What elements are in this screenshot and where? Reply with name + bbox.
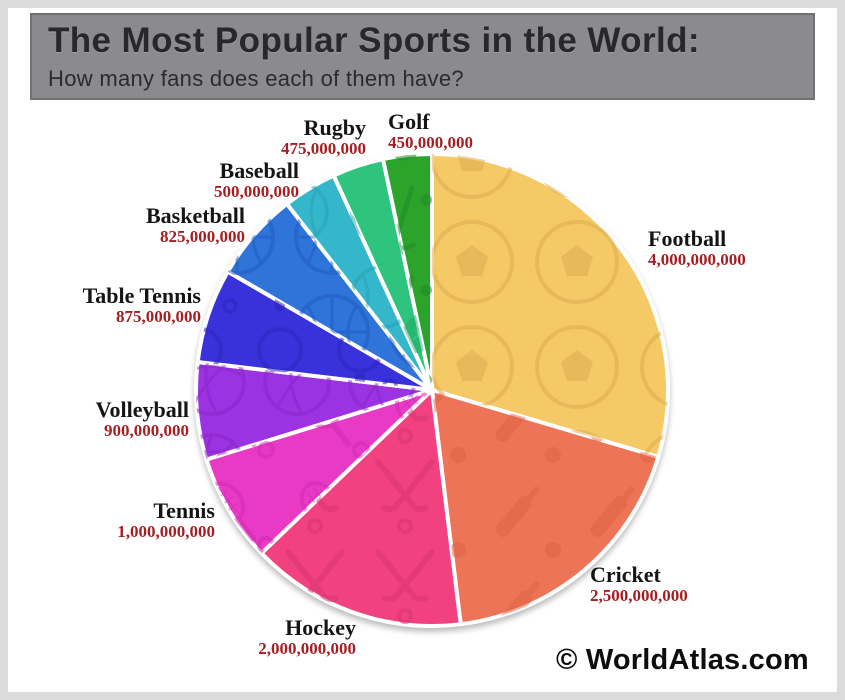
slice-value-basketball: 825,000,000 <box>160 227 245 247</box>
header-banner: The Most Popular Sports in the World: Ho… <box>30 13 815 100</box>
slice-value-tennis: 1,000,000,000 <box>117 522 215 542</box>
table-tennis-paddle-icon <box>197 271 432 390</box>
slice-name-rugby: Rugby <box>303 115 366 140</box>
soccer-ball-icon <box>432 154 668 457</box>
slice-label-hockey: Hockey 2,000,000,000 <box>258 615 356 659</box>
slice-label-volleyball: Volleyball 900,000,000 <box>95 397 189 441</box>
watermark: © WorldAtlas.com <box>556 644 809 676</box>
slice-value-rugby: 475,000,000 <box>281 139 366 159</box>
slice-name-golf: Golf <box>388 109 430 134</box>
tennis-racket-icon <box>206 390 432 554</box>
slice-name-cricket: Cricket <box>590 562 661 587</box>
slice-label-basketball: Basketball 825,000,000 <box>145 203 245 247</box>
slice-label-golf: Golf 450,000,000 <box>388 109 473 153</box>
slice-name-football: Football <box>648 226 727 251</box>
golf-club-icon <box>383 153 432 390</box>
slice-label-table-tennis: Table Tennis 875,000,000 <box>82 283 201 327</box>
volleyball-icon <box>196 362 432 460</box>
slice-label-football: Football 4,000,000,000 <box>648 226 746 270</box>
slice-value-baseball: 500,000,000 <box>214 182 299 202</box>
basketball-icon <box>227 203 432 390</box>
slice-value-volleyball: 900,000,000 <box>104 421 189 441</box>
slice-value-cricket: 2,500,000,000 <box>590 586 688 606</box>
slice-value-football: 4,000,000,000 <box>648 250 746 270</box>
slice-name-basketball: Basketball <box>145 203 245 228</box>
slice-label-rugby: Rugby 475,000,000 <box>281 115 366 159</box>
baseball-icon <box>286 175 432 390</box>
slice-name-hockey: Hockey <box>285 615 356 640</box>
rugby-ball-icon <box>333 159 432 390</box>
slice-name-volleyball: Volleyball <box>95 397 189 422</box>
slice-label-cricket: Cricket 2,500,000,000 <box>590 562 688 606</box>
cricket-bat-icon <box>432 390 659 625</box>
slice-name-table-tennis: Table Tennis <box>82 283 201 308</box>
slice-label-tennis: Tennis 1,000,000,000 <box>117 498 215 542</box>
infographic-title: The Most Popular Sports in the World: <box>48 21 700 60</box>
slice-label-baseball: Baseball 500,000,000 <box>214 158 299 202</box>
slice-value-table-tennis: 875,000,000 <box>116 307 201 327</box>
slice-value-golf: 450,000,000 <box>388 133 473 153</box>
slice-value-hockey: 2,000,000,000 <box>258 639 356 659</box>
slice-name-tennis: Tennis <box>153 498 215 523</box>
infographic-subtitle: How many fans does each of them have? <box>48 66 464 91</box>
slice-name-baseball: Baseball <box>219 158 299 183</box>
hockey-sticks-icon <box>261 390 461 626</box>
